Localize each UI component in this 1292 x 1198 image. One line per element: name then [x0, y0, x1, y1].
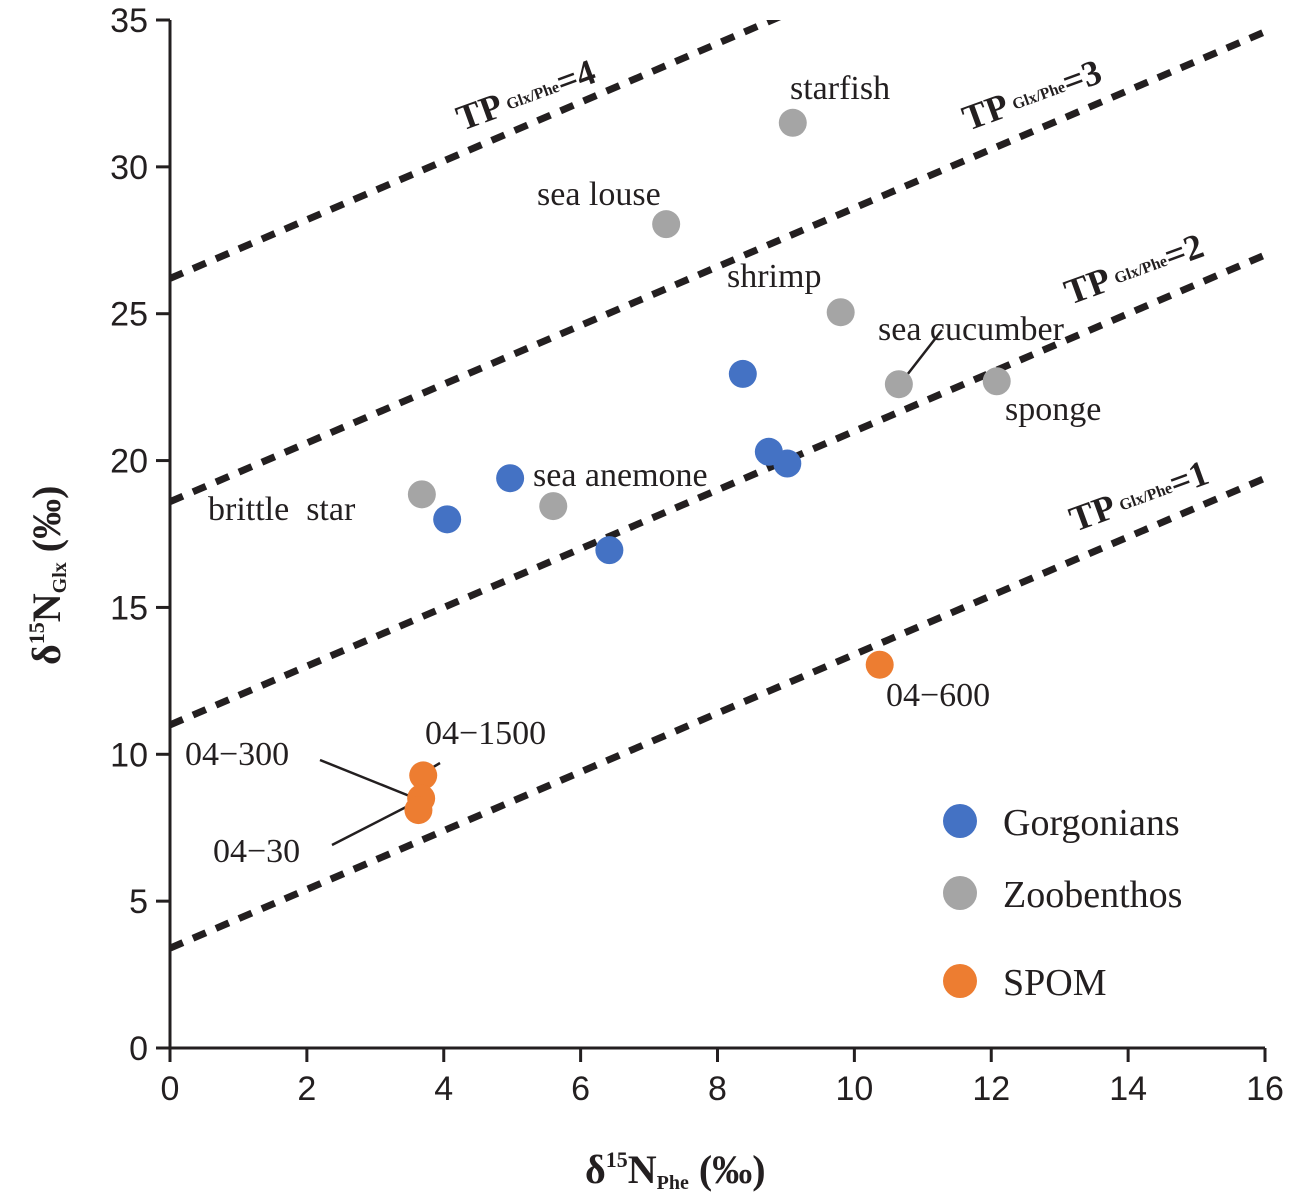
legend-marker-gorgonians [943, 804, 977, 838]
legend-label-gorgonians: Gorgonians [1003, 802, 1180, 844]
tp-line-4 [170, 20, 782, 282]
x-tick-label: 8 [708, 1070, 727, 1108]
spom-point [409, 761, 438, 790]
tp-label-sub: Glx/Phe [1117, 480, 1175, 515]
point-label: 04−600 [886, 677, 990, 714]
y-axis-unit: (‰) [24, 486, 69, 553]
gorgonians-point [728, 359, 757, 388]
spom-point [404, 796, 433, 825]
x-axis-letter: N [628, 1147, 657, 1192]
y-tick-label: 10 [110, 736, 148, 774]
legend-marker-spom [943, 964, 977, 998]
point-label: 04−300 [185, 736, 289, 773]
tp-label-sub: Glx/Phe [504, 79, 562, 114]
x-tick-label: 14 [1109, 1070, 1147, 1108]
y-tick-label: 35 [110, 2, 148, 40]
zoobenthos-point [778, 108, 807, 137]
tp-label-3: TPGlx/Phe=3 [957, 51, 1107, 138]
y-tick-label: 20 [110, 443, 148, 481]
x-axis-sub: Phe [657, 1172, 689, 1194]
point-label: 04−30 [213, 833, 300, 870]
point-label: sponge [1005, 391, 1101, 428]
zoobenthos-point [539, 492, 568, 521]
tp-label-sub: Glx/Phe [1112, 253, 1170, 288]
tp-label-main: TP [1059, 259, 1116, 312]
x-axis-title: δ15NPhe (‰) [585, 1147, 766, 1194]
legend-label-zoobenthos: Zoobenthos [1003, 874, 1182, 916]
point-label: 04−1500 [425, 715, 546, 752]
tp-label-main: TP [957, 85, 1014, 138]
point-label: starfish [790, 70, 890, 107]
tp-label-2: TPGlx/Phe=2 [1059, 225, 1209, 312]
x-tick-label: 4 [434, 1070, 453, 1108]
tp-label-1: TPGlx/Phe=1 [1064, 452, 1214, 539]
x-tick-label: 16 [1246, 1070, 1284, 1108]
y-axis-delta: δ [24, 644, 69, 665]
y-axis-letter: N [24, 593, 69, 622]
spom-point [865, 650, 894, 679]
leader-line [331, 803, 411, 847]
tp-label-main: TP [1064, 486, 1121, 539]
y-tick-label: 15 [110, 589, 148, 627]
y-tick-label: 0 [129, 1030, 148, 1068]
y-axis-sup: 15 [24, 622, 49, 644]
y-axis-sub: Glx [49, 562, 71, 593]
y-tick-label: 30 [110, 149, 148, 187]
point-label: sea louse [537, 176, 661, 213]
point-label: shrimp [727, 258, 821, 295]
x-tick-label: 12 [972, 1070, 1010, 1108]
x-axis-sup: 15 [606, 1147, 628, 1172]
y-tick-label: 25 [110, 296, 148, 334]
tp-label-sub: Glx/Phe [1010, 79, 1068, 114]
x-axis-unit: (‰) [699, 1147, 766, 1192]
x-tick-label: 2 [297, 1070, 316, 1108]
legend-marker-zoobenthos [943, 876, 977, 910]
legend: Gorgonians Zoobenthos SPOM [943, 802, 1182, 1004]
axes: 0 2 4 6 8 10 12 14 16 0 5 10 15 20 25 30 35 [110, 2, 1284, 1108]
tp-label-main: TP [451, 85, 508, 138]
y-tick-label: 5 [129, 883, 148, 921]
data-points [404, 108, 1011, 825]
point-label: brittle star [208, 491, 356, 528]
leader-line [319, 758, 413, 799]
zoobenthos-point [826, 298, 855, 327]
y-axis-title: δ15NGlx (‰) [24, 486, 71, 665]
zoobenthos-point [652, 210, 681, 239]
point-label: sea cucumber [878, 311, 1065, 348]
gorgonians-point [595, 536, 624, 565]
zoobenthos-point [407, 480, 436, 509]
x-axis-delta: δ [585, 1147, 606, 1192]
point-labels: brittle star sea anemone sea louse starfish… [185, 70, 1101, 870]
gorgonians-point [496, 464, 525, 493]
x-tick-label: 10 [835, 1070, 873, 1108]
x-tick-label: 0 [161, 1070, 180, 1108]
gorgonians-point [433, 505, 462, 534]
x-tick-label: 6 [571, 1070, 590, 1108]
zoobenthos-point [884, 370, 913, 399]
zoobenthos-point [982, 367, 1011, 396]
gorgonians-point [773, 449, 802, 478]
point-label: sea anemone [533, 457, 708, 494]
legend-label-spom: SPOM [1003, 962, 1107, 1004]
